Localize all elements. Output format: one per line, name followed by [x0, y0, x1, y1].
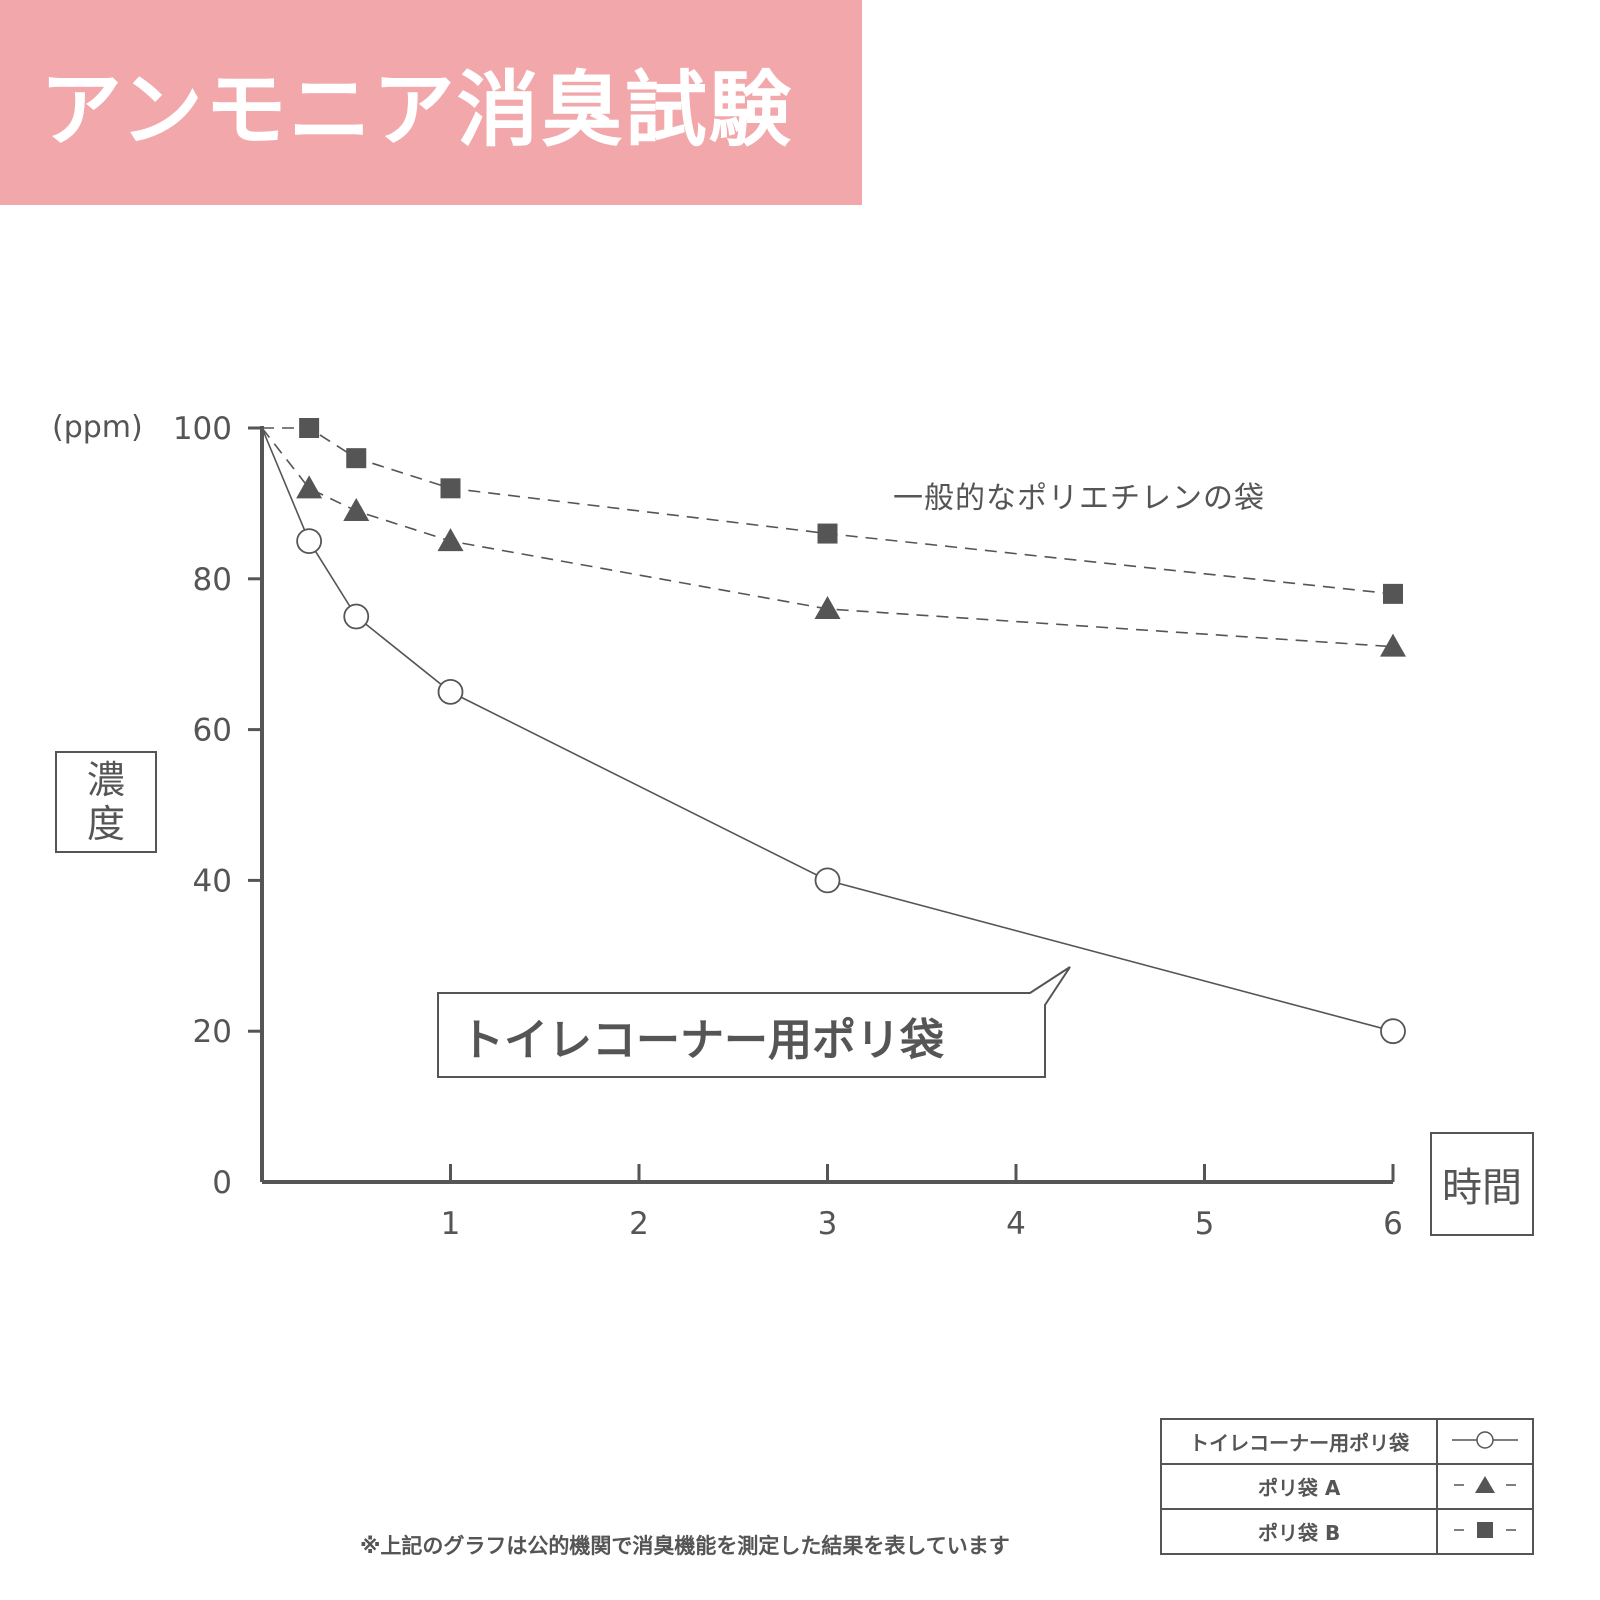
data-point-triangle	[814, 595, 841, 619]
y-tick-label: 40	[193, 863, 232, 899]
data-point-triangle	[343, 497, 370, 521]
legend: トイレコーナー用ポリ袋 ポリ袋 A ポリ袋 B	[1159, 1418, 1534, 1555]
legend-label: ポリ袋 A	[1159, 1463, 1439, 1510]
x-tick-label: 6	[1383, 1206, 1403, 1242]
data-point-triangle	[296, 475, 323, 499]
x-tick-label: 2	[629, 1206, 649, 1242]
legend-row: ポリ袋 A	[1159, 1463, 1534, 1510]
data-point-circle	[343, 603, 370, 630]
data-point-square	[346, 448, 367, 469]
data-point-triangle	[437, 528, 464, 552]
legend-row: ポリ袋 B	[1159, 1508, 1534, 1555]
series-lines	[261, 427, 1394, 1032]
data-point-square	[817, 523, 838, 544]
data-point-circle	[437, 679, 464, 705]
y-tick-label: 80	[193, 562, 232, 598]
series-line-0	[261, 427, 1394, 1032]
y-tick-label: 20	[193, 1014, 232, 1050]
x-tick-label: 4	[1006, 1206, 1026, 1242]
legend-symbol-triangle	[1436, 1463, 1534, 1510]
x-axis-label-box: 時間	[1430, 1132, 1534, 1236]
x-axis-label: 時間	[1442, 1165, 1522, 1211]
y-tick-label: 0	[212, 1165, 232, 1201]
series-line-1	[261, 427, 1394, 648]
y-unit-label: (ppm)	[52, 410, 143, 445]
y-tick-label: 100	[173, 411, 232, 447]
callout-box: トイレコーナー用ポリ袋	[437, 966, 1071, 1078]
legend-label: トイレコーナー用ポリ袋	[1159, 1418, 1439, 1465]
data-point-circle	[296, 528, 323, 554]
data-point-circle	[814, 867, 841, 894]
data-point-square	[1383, 583, 1403, 604]
data-point-square	[440, 478, 461, 499]
legend-label: ポリ袋 B	[1159, 1508, 1439, 1555]
y-tick-label: 60	[193, 713, 232, 749]
series-markers	[296, 418, 1406, 1045]
data-point-square	[299, 418, 320, 438]
legend-symbol-square	[1436, 1508, 1534, 1555]
callout-label: トイレコーナー用ポリ袋	[460, 1015, 944, 1066]
x-tick-label: 5	[1195, 1206, 1215, 1242]
axes: 0 20 40 60 80 100 1 2 3 4 5 6	[173, 411, 1403, 1242]
x-tick-label: 1	[441, 1206, 461, 1242]
data-point-circle	[1380, 1018, 1406, 1045]
legend-symbol-circle	[1436, 1418, 1534, 1465]
legend-row: トイレコーナー用ポリ袋	[1159, 1418, 1534, 1465]
x-tick-label: 3	[818, 1206, 838, 1242]
y-axis-label: 濃度	[86, 758, 125, 846]
chart-title: アンモニア消臭試験	[40, 63, 793, 158]
y-axis-label-box: 濃度	[55, 751, 157, 853]
data-point-triangle	[1380, 633, 1406, 657]
dashed-group-label: 一般的なポリエチレンの袋	[893, 481, 1265, 516]
title-banner: アンモニア消臭試験	[0, 0, 862, 205]
footnote: ※上記のグラフは公的機関で消臭機能を測定した結果を表しています	[360, 1534, 1010, 1558]
